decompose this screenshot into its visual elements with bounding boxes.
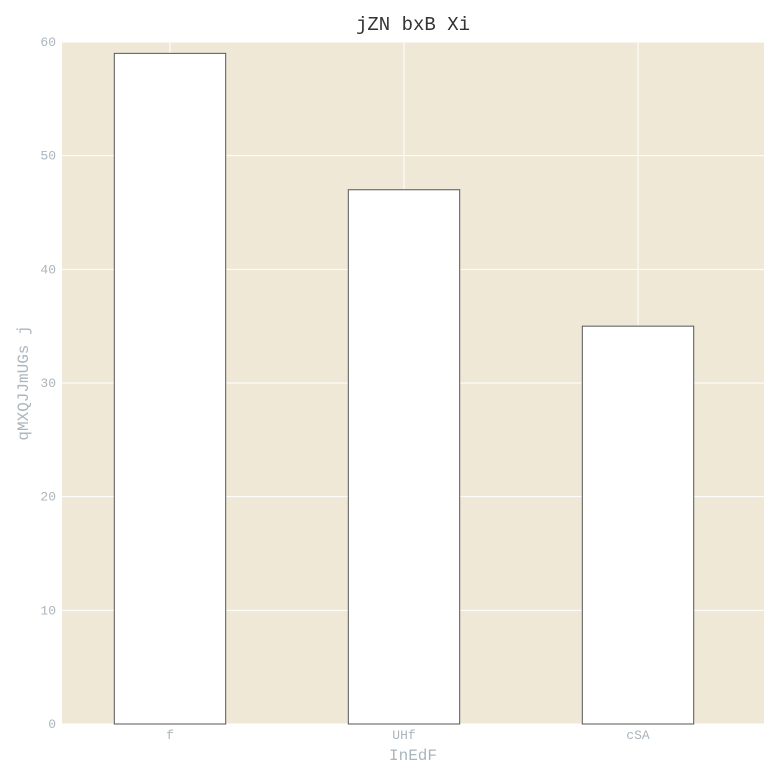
bar-f	[113, 52, 227, 725]
x-tick-label: cSA	[626, 728, 650, 743]
bar-cSA	[581, 325, 695, 725]
y-tick-label: 0	[48, 717, 56, 732]
y-tick-label: 30	[40, 376, 56, 391]
y-tick-label: 50	[40, 149, 56, 164]
y-tick-label: 40	[40, 262, 56, 277]
bar-UHf	[347, 189, 461, 725]
x-tick-label: UHf	[392, 728, 415, 743]
chart-title: jZN bxB Xi	[356, 14, 470, 36]
y-tick-label: 10	[40, 603, 56, 618]
x-tick-labels: f UHf cSA	[166, 728, 650, 743]
y-axis-label: qMXQJJmUGs j	[15, 325, 33, 440]
y-tick-label: 60	[40, 35, 56, 50]
y-tick-label: 20	[40, 490, 56, 505]
bars	[113, 52, 695, 725]
y-tick-labels: 0 10 20 30 40 50 60	[40, 35, 56, 732]
x-tick-label: f	[166, 728, 174, 743]
x-axis-label: InEdF	[389, 747, 437, 765]
